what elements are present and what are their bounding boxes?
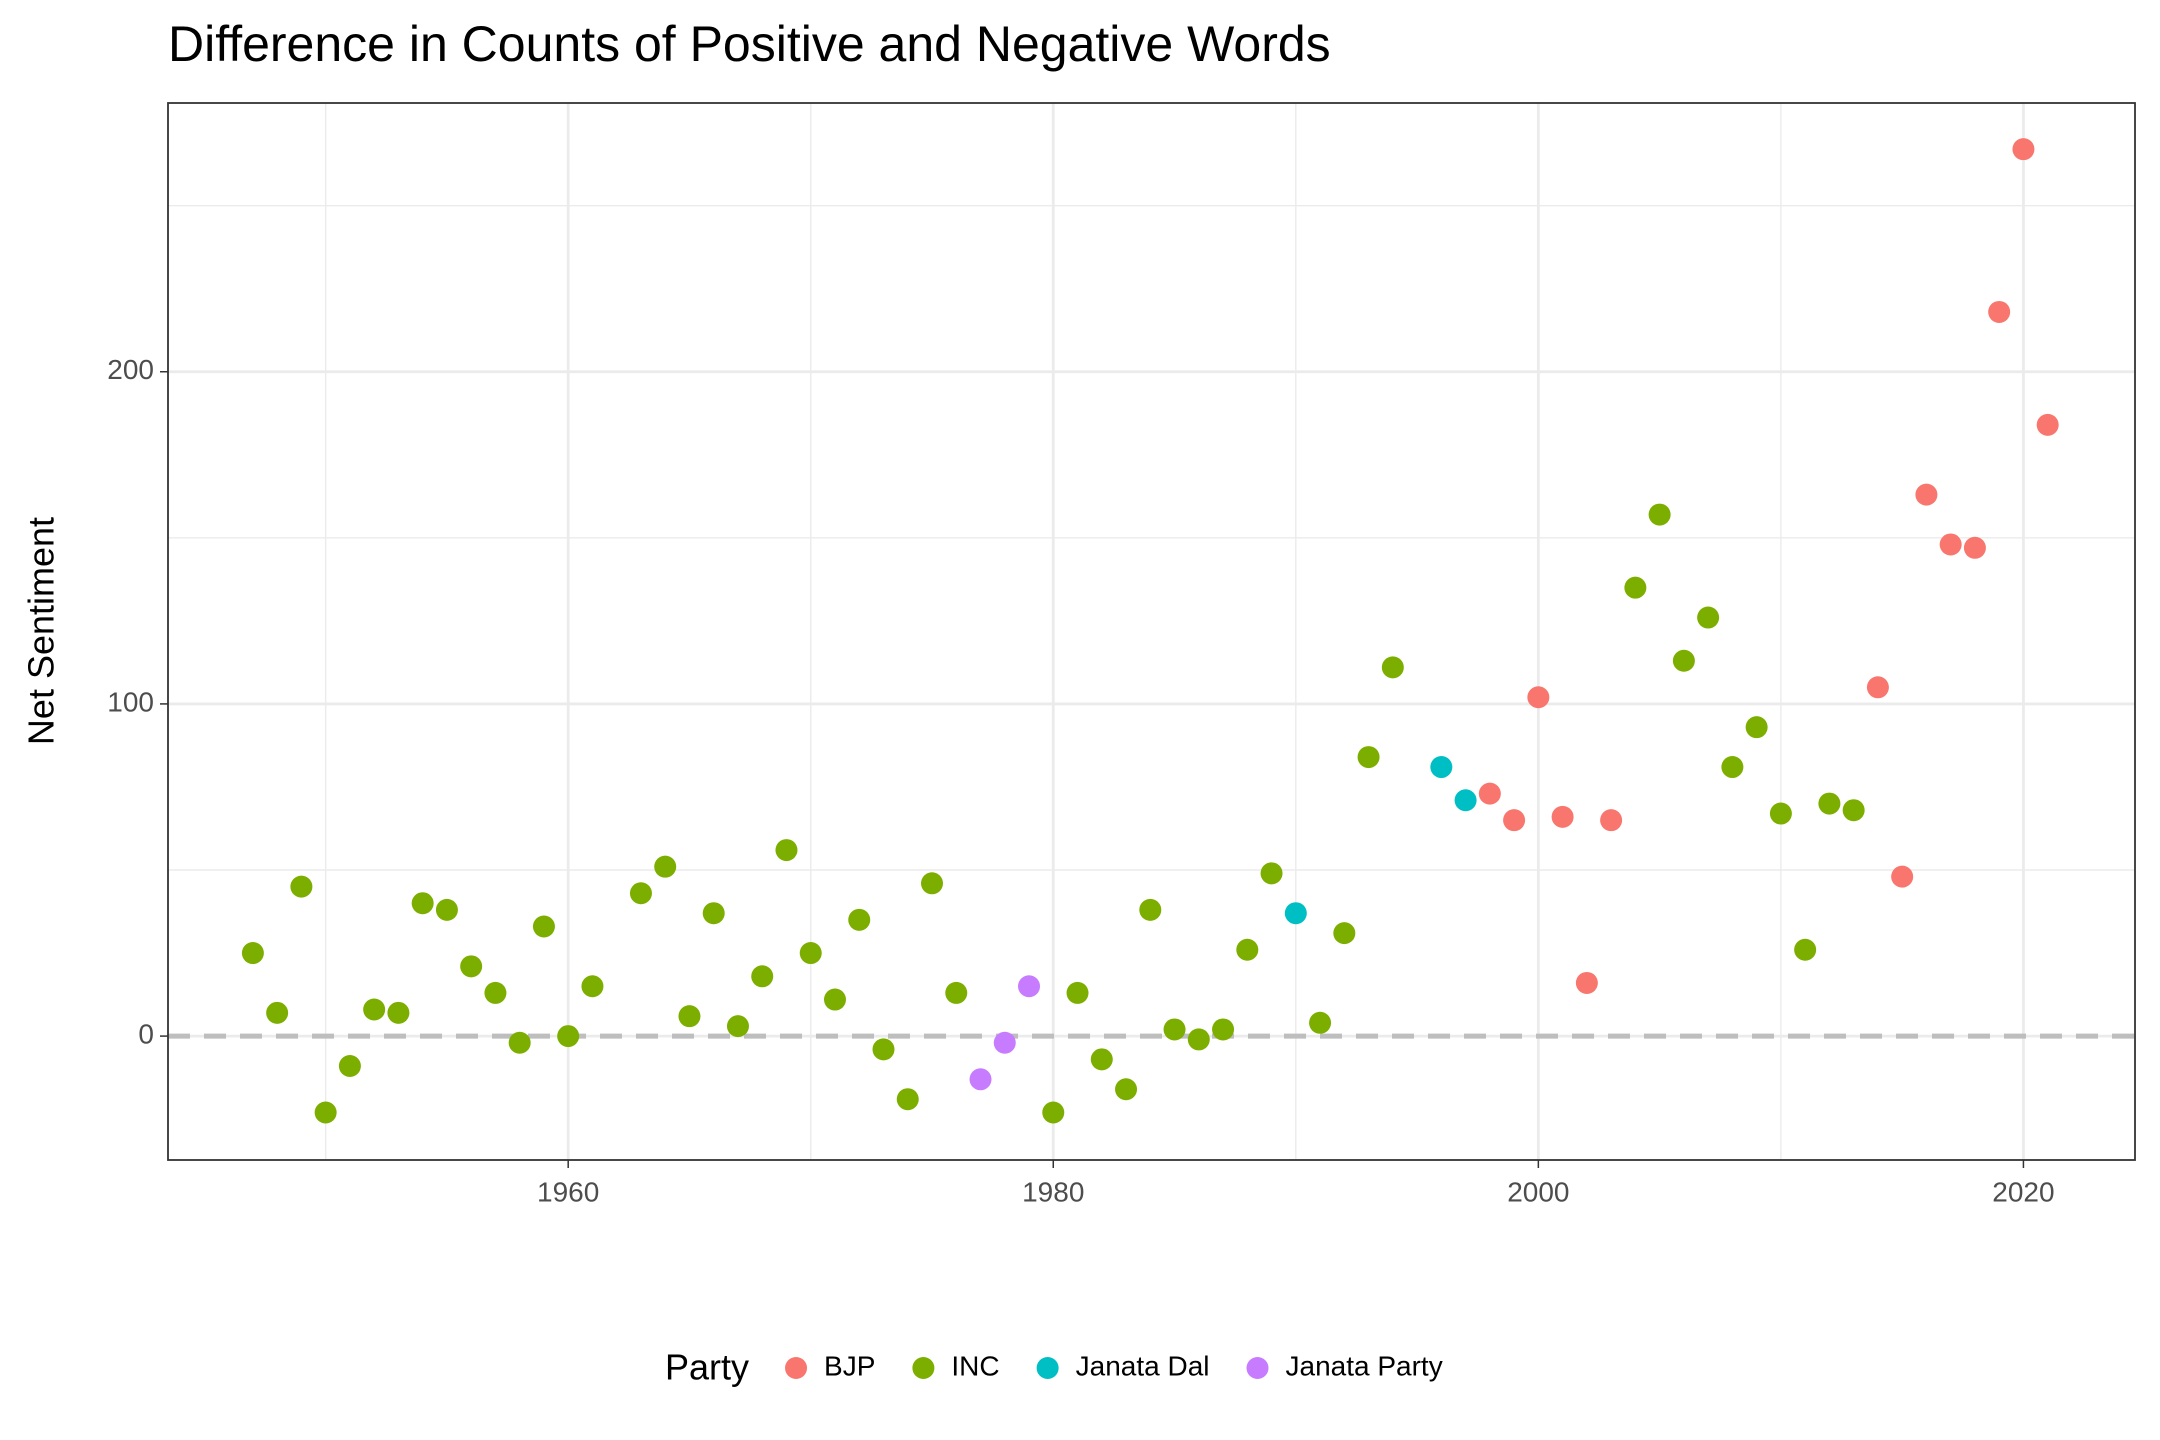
legend-key (1246, 1357, 1269, 1379)
data-point (1212, 1018, 1235, 1041)
data-point (241, 942, 264, 965)
data-point (1866, 676, 1889, 699)
data-point (387, 1001, 410, 1024)
data-point (532, 915, 555, 938)
legend-key (1036, 1357, 1059, 1379)
data-point (1115, 1078, 1138, 1101)
y-tick-label: 0 (138, 1018, 154, 1049)
data-point (1503, 809, 1526, 832)
data-point (1624, 576, 1647, 599)
data-point (993, 1031, 1016, 1054)
data-point (1187, 1028, 1210, 1051)
data-point (872, 1038, 895, 1061)
data-point (460, 955, 483, 978)
legend-label: BJP (824, 1350, 875, 1381)
data-point (896, 1088, 919, 1111)
legend-key (785, 1357, 808, 1379)
y-tick-label: 100 (107, 686, 154, 717)
data-point (751, 965, 774, 988)
data-point (1842, 799, 1865, 822)
data-point (1769, 802, 1792, 825)
data-point (1236, 938, 1259, 961)
data-point (508, 1031, 531, 1054)
data-point (1018, 975, 1041, 998)
data-point (702, 902, 725, 925)
data-point (1721, 756, 1744, 779)
data-point (557, 1025, 580, 1048)
data-point (1745, 716, 1768, 739)
data-point (1697, 606, 1720, 629)
data-point (1430, 756, 1453, 779)
legend-key (912, 1357, 935, 1379)
x-tick-label: 2000 (1507, 1176, 1569, 1207)
data-point (435, 898, 458, 921)
data-point (1963, 536, 1986, 559)
data-point (290, 875, 313, 898)
data-point (1891, 865, 1914, 888)
data-point (823, 988, 846, 1011)
x-tick-label: 2020 (1992, 1176, 2054, 1207)
data-point (654, 855, 677, 878)
legend-label: Janata Party (1286, 1350, 1443, 1381)
data-point (775, 839, 798, 862)
data-point (1648, 503, 1671, 526)
data-point (266, 1001, 289, 1024)
data-point (1527, 686, 1550, 709)
data-point (338, 1054, 361, 1077)
data-point (1915, 483, 1938, 506)
data-point (314, 1101, 337, 1124)
data-point (1551, 805, 1574, 828)
data-point (921, 872, 944, 895)
x-tick-label: 1980 (1022, 1176, 1084, 1207)
data-point (969, 1068, 992, 1091)
data-point (848, 908, 871, 931)
data-point (1090, 1048, 1113, 1071)
legend-label: INC (951, 1350, 999, 1381)
data-point (1260, 862, 1283, 885)
data-point (726, 1015, 749, 1038)
data-point (1139, 898, 1162, 921)
data-point (1672, 649, 1695, 672)
legend-title: Party (665, 1347, 749, 1388)
y-axis-title: Net Sentiment (21, 517, 62, 745)
data-point (1163, 1018, 1186, 1041)
data-point (1309, 1011, 1332, 1034)
data-point (1066, 981, 1089, 1004)
data-point (411, 892, 434, 915)
data-point (2012, 138, 2035, 161)
data-point (1478, 782, 1501, 805)
x-tick-label: 1960 (537, 1176, 599, 1207)
data-point (945, 981, 968, 1004)
data-point (1939, 533, 1962, 556)
data-point (363, 998, 386, 1021)
data-point (1794, 938, 1817, 961)
data-point (678, 1005, 701, 1028)
legend-label: Janata Dal (1076, 1350, 1210, 1381)
data-point (1454, 789, 1477, 812)
data-point (1381, 656, 1404, 679)
data-point (2036, 413, 2059, 436)
data-point (799, 942, 822, 965)
data-point (1284, 902, 1307, 925)
data-point (1042, 1101, 1065, 1124)
chart-title: Difference in Counts of Positive and Neg… (168, 16, 1331, 72)
data-point (1600, 809, 1623, 832)
data-point (1575, 971, 1598, 994)
data-point (484, 981, 507, 1004)
y-tick-label: 200 (107, 354, 154, 385)
data-point (1988, 300, 2011, 323)
data-point (581, 975, 604, 998)
data-point (1818, 792, 1841, 815)
data-point (629, 882, 652, 905)
panel-border (167, 102, 2136, 1161)
data-point (1333, 922, 1356, 945)
data-point (1357, 746, 1380, 769)
